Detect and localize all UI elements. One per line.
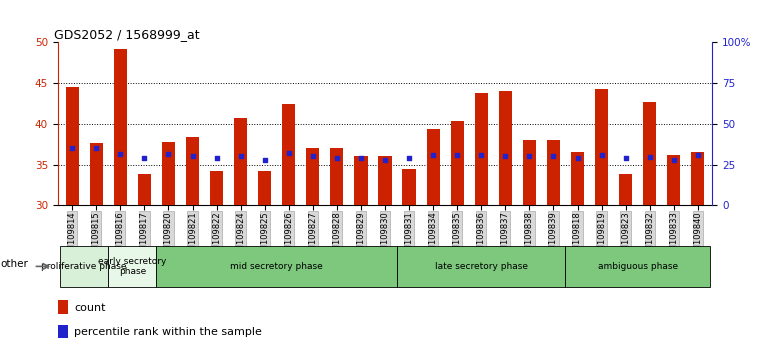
Bar	[186, 137, 199, 205]
Point	[114, 151, 126, 157]
Text: count: count	[74, 303, 105, 313]
Bar	[58, 300, 69, 314]
Bar	[282, 103, 296, 205]
Bar	[65, 87, 79, 205]
Bar	[619, 175, 632, 205]
Point	[330, 155, 343, 161]
Bar	[138, 175, 151, 205]
Point	[139, 155, 151, 161]
Point	[66, 145, 79, 151]
Point	[283, 150, 295, 156]
Point	[644, 154, 656, 160]
Bar	[210, 171, 223, 205]
Point	[162, 151, 175, 157]
Bar	[234, 118, 247, 205]
Point	[90, 145, 102, 151]
Text: percentile rank within the sample: percentile rank within the sample	[74, 327, 262, 337]
Text: proliferative phase: proliferative phase	[42, 262, 127, 271]
Bar	[306, 148, 320, 205]
Bar	[397, 246, 565, 287]
Bar	[523, 140, 536, 205]
Bar	[643, 102, 656, 205]
Point	[451, 152, 464, 158]
Bar	[89, 143, 103, 205]
Bar	[58, 325, 69, 338]
Bar	[60, 246, 109, 287]
Bar	[547, 140, 560, 205]
Point	[186, 153, 199, 159]
Bar	[571, 152, 584, 205]
Point	[210, 155, 223, 161]
Text: ambiguous phase: ambiguous phase	[598, 262, 678, 271]
Point	[306, 154, 319, 159]
Point	[475, 152, 487, 158]
Point	[547, 154, 560, 159]
Bar	[427, 129, 440, 205]
Bar	[667, 155, 681, 205]
Bar	[258, 171, 271, 205]
Bar	[474, 93, 488, 205]
Text: mid secretory phase: mid secretory phase	[230, 262, 323, 271]
Point	[691, 152, 704, 158]
Bar	[330, 148, 343, 205]
Point	[571, 155, 584, 161]
Text: GDS2052 / 1568999_at: GDS2052 / 1568999_at	[55, 28, 200, 41]
Point	[259, 157, 271, 162]
Text: early secretory
phase: early secretory phase	[98, 257, 166, 276]
Bar	[378, 156, 392, 205]
Bar	[450, 121, 464, 205]
Bar	[109, 246, 156, 287]
Point	[668, 157, 680, 162]
Text: late secretory phase: late secretory phase	[435, 262, 527, 271]
Point	[234, 154, 246, 159]
Point	[427, 152, 439, 158]
Bar	[565, 246, 710, 287]
Text: other: other	[1, 259, 28, 269]
Bar	[403, 170, 416, 205]
Point	[403, 155, 415, 161]
Point	[595, 152, 608, 158]
Point	[499, 153, 511, 159]
Point	[524, 153, 536, 159]
Point	[355, 155, 367, 161]
Bar	[354, 156, 367, 205]
Bar	[595, 89, 608, 205]
Bar	[691, 152, 705, 205]
Bar	[156, 246, 397, 287]
Bar	[114, 49, 127, 205]
Bar	[162, 142, 175, 205]
Point	[619, 155, 631, 161]
Bar	[499, 91, 512, 205]
Point	[379, 157, 391, 162]
